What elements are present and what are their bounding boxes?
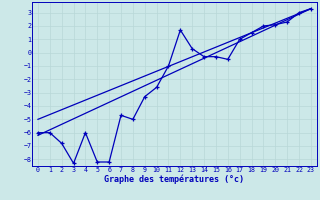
X-axis label: Graphe des températures (°c): Graphe des températures (°c) (104, 175, 244, 184)
